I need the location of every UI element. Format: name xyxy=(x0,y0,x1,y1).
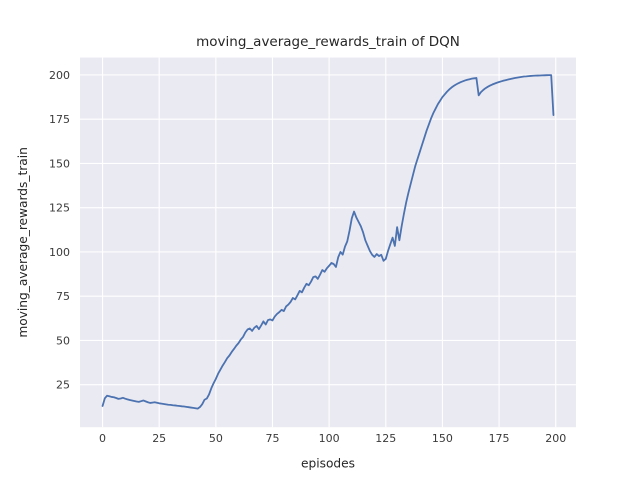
plot-area xyxy=(80,57,576,428)
y-tick-label: 100 xyxy=(49,246,70,259)
x-tick-label: 175 xyxy=(489,432,510,445)
y-tick-label: 175 xyxy=(49,113,70,126)
y-axis-label: moving_average_rewards_train xyxy=(16,147,30,338)
x-axis-label: episodes xyxy=(301,457,355,471)
y-tick-label: 125 xyxy=(49,202,70,215)
x-tick-label: 100 xyxy=(319,432,340,445)
chart-title: moving_average_rewards_train of DQN xyxy=(196,34,460,50)
y-tick-label: 25 xyxy=(56,379,70,392)
x-tick-label: 25 xyxy=(152,432,166,445)
x-tick-label: 200 xyxy=(545,432,566,445)
x-tick-label: 50 xyxy=(209,432,223,445)
x-tick-label: 150 xyxy=(432,432,453,445)
reward-line-series xyxy=(101,74,555,410)
x-tick-label: 0 xyxy=(99,432,106,445)
y-tick-label: 50 xyxy=(56,334,70,347)
y-tick-label: 200 xyxy=(49,69,70,82)
y-tick-label: 75 xyxy=(56,290,70,303)
x-tick-label: 75 xyxy=(265,432,279,445)
plot-generated-layer: 0 25 50 75 100 125 150 175 200 25 50 75 100 125 150 175… xyxy=(49,57,576,445)
x-tick-label: 125 xyxy=(375,432,396,445)
y-tick-label: 150 xyxy=(49,157,70,170)
